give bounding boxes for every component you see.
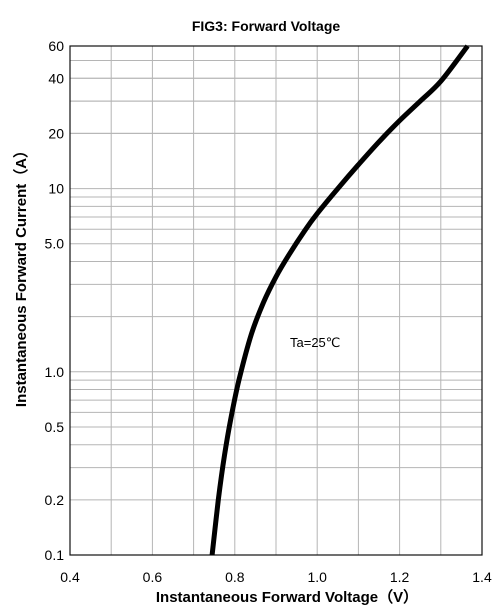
y-tick-labels: 0.1 0.2 0.5 1.0 5.0 10 20 40 60: [45, 38, 65, 563]
y-tick-label: 0.1: [45, 547, 65, 563]
x-tick-label: 1.4: [472, 569, 492, 585]
data-series-line: [209, 44, 470, 556]
x-tick-labels: 0.4 0.6 0.8 1.0 1.2 1.4: [60, 569, 492, 585]
grid: [70, 46, 482, 555]
x-axis-label: Instantaneous Forward Voltage（V）: [156, 588, 418, 606]
x-tick-label: 1.0: [307, 569, 327, 585]
y-tick-label: 0.5: [45, 419, 65, 435]
y-tick-label: 60: [48, 38, 64, 54]
temperature-annotation: Ta=25℃: [290, 335, 340, 350]
x-tick-label: 0.4: [60, 569, 80, 585]
y-tick-label: 5.0: [45, 236, 65, 252]
x-tick-label: 0.6: [143, 569, 163, 585]
y-tick-label: 1.0: [45, 364, 65, 380]
y-tick-label: 20: [48, 125, 64, 141]
plot-frame: [69, 45, 483, 556]
x-tick-label: 1.2: [390, 569, 410, 585]
y-tick-label: 40: [48, 70, 64, 86]
y-axis-label: Instantaneous Forward Current（A）: [12, 143, 30, 407]
chart-title: FIG3: Forward Voltage: [192, 18, 341, 34]
x-tick-label: 0.8: [225, 569, 245, 585]
y-tick-label: 0.2: [45, 492, 65, 508]
y-tick-label: 10: [48, 181, 64, 197]
